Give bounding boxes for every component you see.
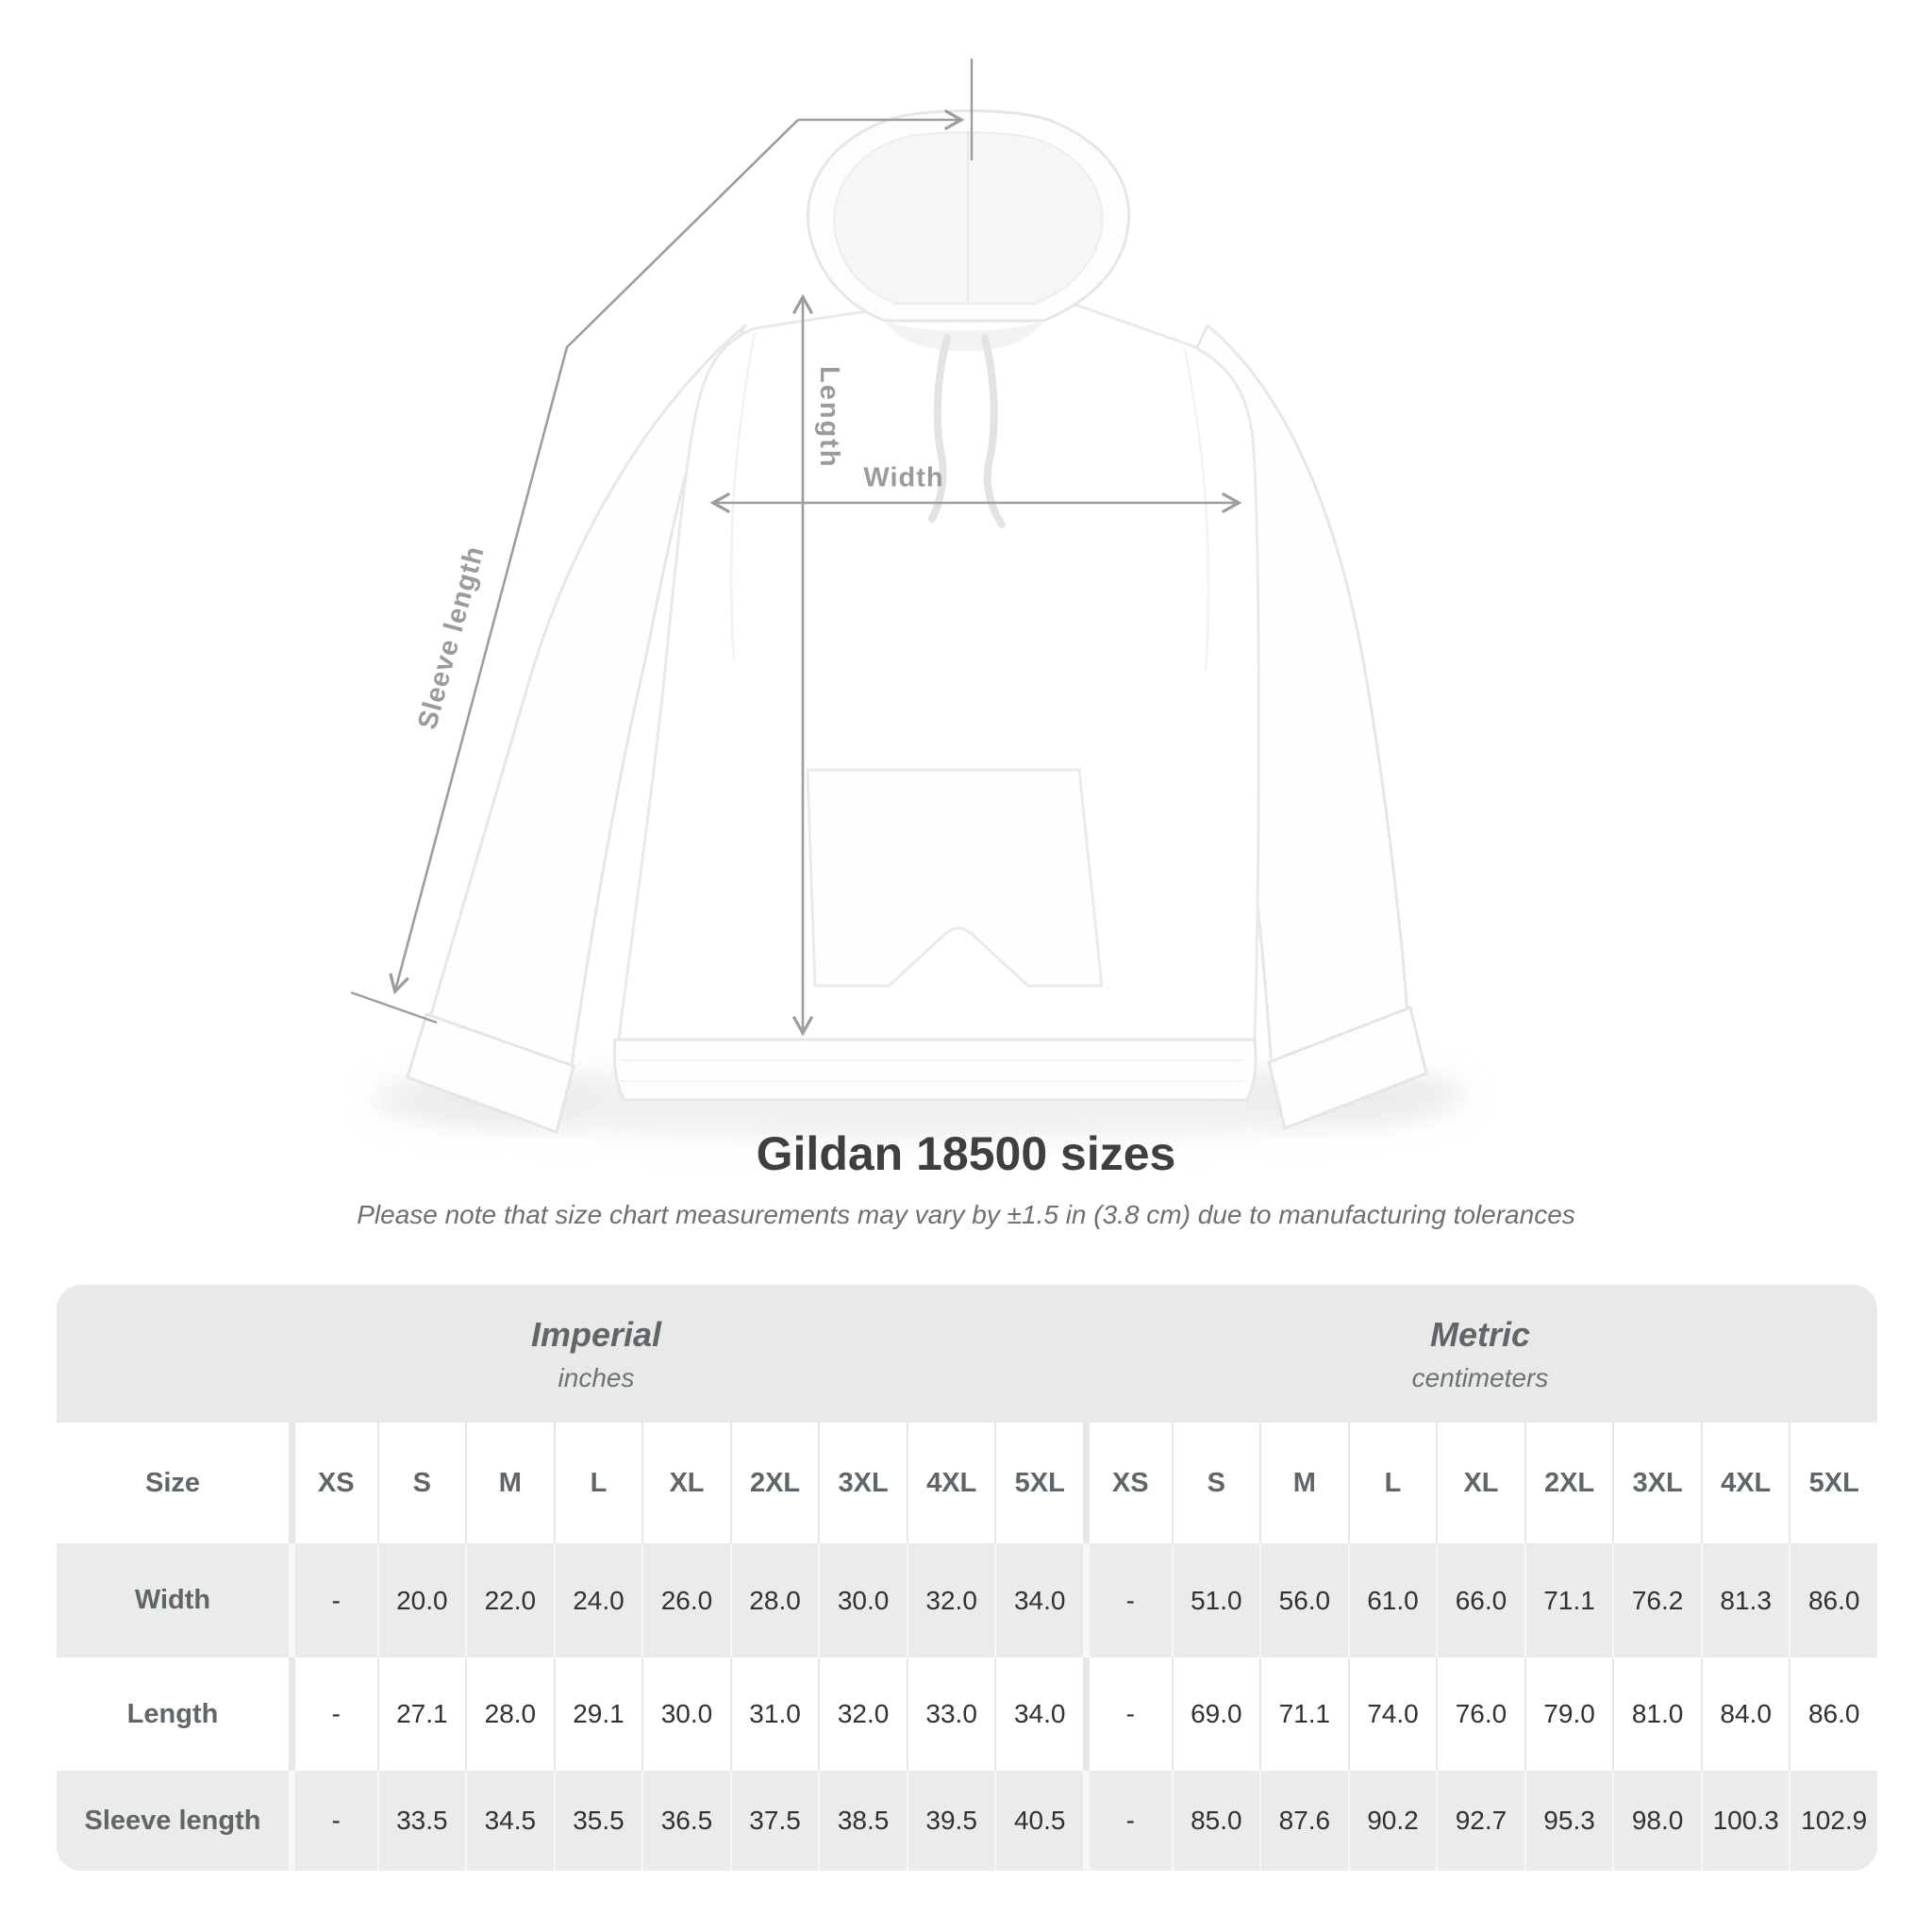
length-measure-label: Length — [814, 366, 844, 469]
page-title: Gildan 18500 sizes — [756, 1127, 1176, 1180]
size-column-header-metric: 4XL — [1700, 1423, 1790, 1543]
table-cell-imperial: 38.5 — [818, 1771, 907, 1871]
table-cell-imperial: 32.0 — [906, 1543, 995, 1657]
table-cell-metric: - — [1083, 1771, 1172, 1871]
size-column-header-metric: XL — [1436, 1423, 1524, 1543]
table-cell-imperial: - — [289, 1657, 377, 1771]
table-cell-metric: 74.0 — [1347, 1657, 1437, 1771]
table-cell-imperial: 34.5 — [465, 1771, 554, 1871]
hoodie-illustration — [406, 108, 1428, 1134]
table-cell-metric: 85.0 — [1171, 1771, 1260, 1871]
table-cell-metric: 81.0 — [1612, 1657, 1701, 1771]
table-cell-imperial: 22.0 — [465, 1543, 554, 1657]
table-cell-imperial: 29.1 — [553, 1657, 642, 1771]
size-column-header-imperial: S — [376, 1423, 466, 1543]
table-cell-imperial: 37.5 — [729, 1771, 819, 1871]
hoodie-pocket — [806, 768, 1104, 988]
table-cell-imperial: 32.0 — [818, 1657, 907, 1771]
table-cell-metric: 71.1 — [1524, 1543, 1613, 1657]
imperial-group-title: Imperial — [530, 1314, 662, 1354]
width-measure-label: Width — [863, 462, 944, 493]
table-cell-metric: 56.0 — [1259, 1543, 1348, 1657]
table-cell-metric: 86.0 — [1789, 1543, 1877, 1657]
size-column-header-metric: S — [1171, 1423, 1260, 1543]
table-cell-metric: 81.3 — [1700, 1543, 1790, 1657]
size-column-header-imperial: 5XL — [994, 1423, 1083, 1543]
table-cell-metric: 51.0 — [1171, 1543, 1260, 1657]
metric-group-sublabel: centimeters — [1411, 1362, 1549, 1392]
row-label: Width — [57, 1543, 289, 1657]
row-label: Sleeve length — [57, 1771, 289, 1871]
table-cell-imperial: 28.0 — [465, 1657, 554, 1771]
row-label: Length — [57, 1657, 289, 1771]
imperial-group-sublabel: inches — [558, 1362, 635, 1392]
table-cell-imperial: 30.0 — [818, 1543, 907, 1657]
size-row-header: Size — [57, 1423, 289, 1543]
table-cell-imperial: 31.0 — [729, 1657, 819, 1771]
size-table-grid: Imperial inches Metric centimeters Size X… — [57, 1285, 1877, 1871]
cuff-tick — [350, 991, 438, 1024]
table-cell-metric: 79.0 — [1524, 1657, 1613, 1771]
size-column-header-metric: 2XL — [1524, 1423, 1613, 1543]
size-column-header-imperial: XS — [289, 1423, 377, 1543]
measurement-arrows — [350, 58, 1242, 1037]
size-column-header-metric: 3XL — [1612, 1423, 1701, 1543]
hoodie-hem — [612, 1038, 1257, 1102]
table-cell-imperial: 20.0 — [376, 1543, 466, 1657]
table-cell-metric: 61.0 — [1347, 1543, 1437, 1657]
size-column-header-metric: L — [1347, 1423, 1437, 1543]
table-cell-imperial: 36.5 — [641, 1771, 730, 1871]
tolerance-note: Please note that size chart measurements… — [357, 1200, 1575, 1229]
hoodie-left-cuff — [406, 1012, 575, 1134]
table-cell-imperial: 35.5 — [553, 1771, 642, 1871]
table-cell-metric: 84.0 — [1700, 1657, 1790, 1771]
table-cell-metric: 66.0 — [1436, 1543, 1524, 1657]
size-column-header-imperial: 3XL — [818, 1423, 907, 1543]
table-cell-metric: 98.0 — [1612, 1771, 1701, 1871]
table-cell-metric: 86.0 — [1789, 1657, 1877, 1771]
table-cell-imperial: 33.0 — [906, 1657, 995, 1771]
metric-group-header: Metric centimeters — [1083, 1285, 1877, 1423]
table-cell-metric: 95.3 — [1524, 1771, 1613, 1871]
table-cell-imperial: - — [289, 1543, 377, 1657]
metric-group-title: Metric — [1429, 1314, 1531, 1354]
table-cell-imperial: 24.0 — [553, 1543, 642, 1657]
table-cell-imperial: - — [289, 1771, 377, 1871]
neckline-shadow — [885, 321, 1043, 351]
imperial-group-header: Imperial inches — [57, 1285, 1083, 1423]
table-cell-metric: - — [1083, 1543, 1172, 1657]
table-cell-metric: 87.6 — [1259, 1771, 1348, 1871]
table-cell-metric: 90.2 — [1347, 1771, 1437, 1871]
table-cell-imperial: 26.0 — [641, 1543, 730, 1657]
size-column-header-metric: XS — [1083, 1423, 1172, 1543]
table-cell-metric: 71.1 — [1259, 1657, 1348, 1771]
table-cell-metric: 76.0 — [1436, 1657, 1524, 1771]
table-cell-metric: 92.7 — [1436, 1771, 1524, 1871]
table-cell-imperial: 27.1 — [376, 1657, 466, 1771]
table-cell-imperial: 28.0 — [729, 1543, 819, 1657]
table-cell-imperial: 34.0 — [994, 1543, 1083, 1657]
table-cell-metric: - — [1083, 1657, 1172, 1771]
table-cell-metric: 100.3 — [1700, 1771, 1790, 1871]
size-column-header-imperial: 2XL — [729, 1423, 819, 1543]
table-cell-metric: 102.9 — [1789, 1771, 1877, 1871]
sleeve-length-arrow — [389, 119, 799, 995]
table-cell-imperial: 40.5 — [994, 1771, 1083, 1871]
table-cell-imperial: 30.0 — [641, 1657, 730, 1771]
size-column-header-imperial: L — [553, 1423, 642, 1543]
table-cell-imperial: 39.5 — [906, 1771, 995, 1871]
size-column-header-imperial: 4XL — [906, 1423, 995, 1543]
size-column-header-imperial: XL — [641, 1423, 730, 1543]
hoodie-right-cuff — [1267, 1006, 1428, 1130]
table-cell-metric: 69.0 — [1171, 1657, 1260, 1771]
size-column-header-metric: 5XL — [1789, 1423, 1877, 1543]
table-cell-imperial: 34.0 — [994, 1657, 1083, 1771]
table-cell-imperial: 33.5 — [376, 1771, 466, 1871]
table-cell-metric: 76.2 — [1612, 1543, 1701, 1657]
size-column-header-imperial: M — [465, 1423, 554, 1543]
size-column-header-metric: M — [1259, 1423, 1348, 1543]
